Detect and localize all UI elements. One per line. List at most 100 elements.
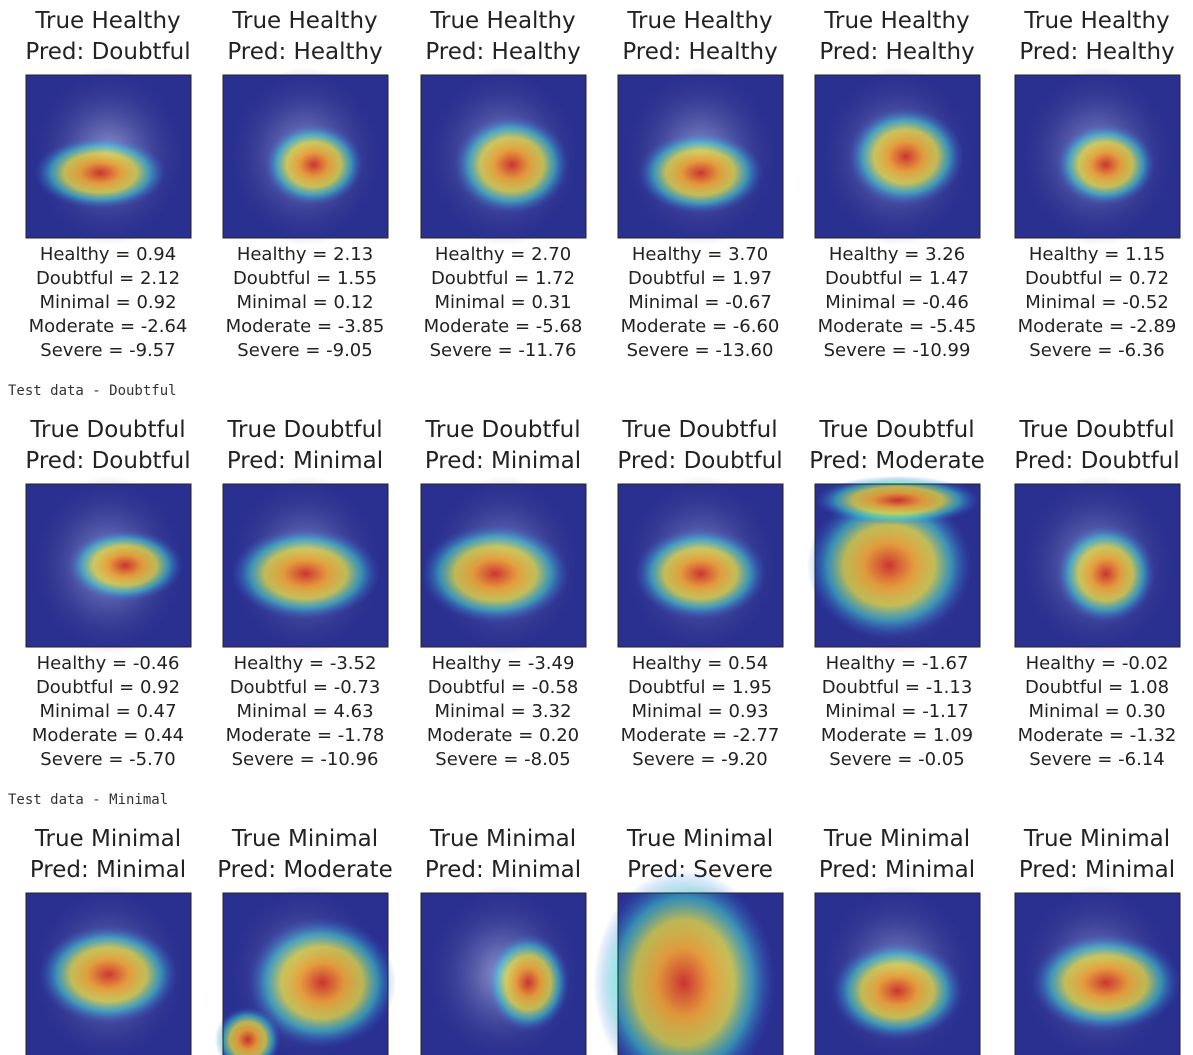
panel-true: True Doubtful bbox=[818, 417, 974, 443]
panel-pred: Pred: Doubtful bbox=[617, 448, 782, 474]
score: Moderate = -1.78 bbox=[226, 725, 385, 746]
score: Moderate = 1.09 bbox=[821, 725, 973, 746]
heat-spot bbox=[421, 525, 570, 623]
panel-true: True Healthy bbox=[823, 8, 969, 34]
score: Healthy = -0.46 bbox=[37, 653, 180, 674]
panel-pred: Pred: Healthy bbox=[227, 39, 382, 65]
score: Severe = -13.60 bbox=[627, 340, 774, 361]
score: Healthy = 3.70 bbox=[632, 244, 768, 265]
heat-spot bbox=[1032, 934, 1181, 1032]
heat-spot bbox=[638, 132, 763, 214]
score: Minimal = -1.17 bbox=[825, 701, 969, 722]
score: Doubtful = -1.13 bbox=[822, 677, 973, 698]
score: Doubtful = 1.08 bbox=[1025, 677, 1169, 698]
score: Minimal = 3.32 bbox=[434, 701, 571, 722]
score: Severe = -0.05 bbox=[829, 749, 964, 770]
panel-true: True Doubtful bbox=[1018, 417, 1174, 443]
score: Healthy = -3.49 bbox=[432, 653, 575, 674]
heat-spot bbox=[34, 137, 166, 209]
score: Moderate = -5.68 bbox=[424, 316, 583, 337]
panel-pred: Pred: Moderate bbox=[217, 857, 393, 883]
score: Minimal = 0.93 bbox=[631, 701, 768, 722]
score: Moderate = -5.45 bbox=[818, 316, 977, 337]
heat-spot bbox=[848, 108, 964, 206]
score: Severe = -6.14 bbox=[1029, 749, 1164, 770]
heat-spot bbox=[264, 124, 363, 206]
score: Doubtful = 1.55 bbox=[233, 268, 377, 289]
score: Severe = -8.05 bbox=[435, 749, 570, 770]
score: Doubtful = 0.92 bbox=[36, 677, 180, 698]
panel-pred: Pred: Healthy bbox=[425, 39, 580, 65]
panel-true: True Doubtful bbox=[424, 417, 580, 443]
heat-spot bbox=[454, 116, 570, 214]
score: Healthy = 2.13 bbox=[237, 244, 373, 265]
panel-true: True Doubtful bbox=[226, 417, 382, 443]
page: True HealthyPred: DoubtfulHealthy = 0.94… bbox=[0, 0, 1193, 1055]
score: Healthy = 3.26 bbox=[829, 244, 965, 265]
panel-pred: Pred: Healthy bbox=[622, 39, 777, 65]
figure: True HealthyPred: DoubtfulHealthy = 0.94… bbox=[0, 0, 1193, 1055]
score: Moderate = -2.89 bbox=[1018, 316, 1177, 337]
heat-spot bbox=[1056, 124, 1155, 206]
score: Minimal = -0.46 bbox=[825, 292, 969, 313]
panel-pred: Pred: Minimal bbox=[425, 857, 581, 883]
score: Doubtful = 2.12 bbox=[36, 268, 180, 289]
score: Minimal = 0.47 bbox=[39, 701, 176, 722]
score: Minimal = 0.92 bbox=[39, 292, 176, 313]
score: Healthy = -0.02 bbox=[1026, 653, 1169, 674]
score: Severe = -9.20 bbox=[632, 749, 767, 770]
panel-true: True Minimal bbox=[231, 826, 378, 852]
panel-pred: Pred: Minimal bbox=[227, 448, 383, 474]
heat-spot bbox=[832, 942, 964, 1040]
heat-spot bbox=[39, 926, 178, 1024]
heat-spot bbox=[815, 476, 980, 525]
score: Severe = -9.57 bbox=[40, 340, 175, 361]
score: Minimal = -0.52 bbox=[1025, 292, 1169, 313]
panel-true: True Healthy bbox=[1023, 8, 1169, 34]
panel-pred: Pred: Minimal bbox=[1019, 857, 1175, 883]
score: Doubtful = -0.73 bbox=[230, 677, 381, 698]
panel-pred: Pred: Moderate bbox=[809, 448, 985, 474]
score: Healthy = 1.15 bbox=[1029, 244, 1165, 265]
score: Severe = -9.05 bbox=[237, 340, 372, 361]
section-label: Test data - Doubtful bbox=[8, 383, 177, 399]
panel-true: True Doubtful bbox=[29, 417, 185, 443]
score: Minimal = 4.63 bbox=[236, 701, 373, 722]
score: Doubtful = 1.47 bbox=[825, 268, 969, 289]
panel-pred: Pred: Minimal bbox=[425, 448, 581, 474]
panel-true: True Healthy bbox=[34, 8, 180, 34]
score: Moderate = -1.32 bbox=[1018, 725, 1177, 746]
score: Healthy = -1.67 bbox=[826, 653, 969, 674]
score: Moderate = -6.60 bbox=[621, 316, 780, 337]
score: Minimal = 0.30 bbox=[1028, 701, 1165, 722]
score: Minimal = 0.12 bbox=[236, 292, 373, 313]
panel-true: True Healthy bbox=[626, 8, 772, 34]
panel-true: True Minimal bbox=[626, 826, 773, 852]
score: Moderate = 0.44 bbox=[32, 725, 184, 746]
panel-true: True Healthy bbox=[429, 8, 575, 34]
score: Doubtful = 1.72 bbox=[431, 268, 575, 289]
score: Moderate = -2.77 bbox=[621, 725, 780, 746]
score: Doubtful = 1.97 bbox=[628, 268, 772, 289]
panel-pred: Pred: Minimal bbox=[30, 857, 186, 883]
panel-pred: Pred: Healthy bbox=[819, 39, 974, 65]
heat-spot bbox=[1056, 525, 1155, 623]
score: Doubtful = 0.72 bbox=[1025, 268, 1169, 289]
score: Severe = -11.76 bbox=[430, 340, 577, 361]
score: Healthy = 2.70 bbox=[435, 244, 571, 265]
panel-true: True Minimal bbox=[429, 826, 576, 852]
panel-pred: Pred: Doubtful bbox=[1014, 448, 1179, 474]
panel-true: True Minimal bbox=[1023, 826, 1170, 852]
panel-true: True Healthy bbox=[231, 8, 377, 34]
score: Severe = -10.96 bbox=[232, 749, 379, 770]
score: Doubtful = 1.95 bbox=[628, 677, 772, 698]
score: Minimal = 0.31 bbox=[434, 292, 571, 313]
score: Healthy = 0.54 bbox=[632, 653, 768, 674]
panel-pred: Pred: Minimal bbox=[819, 857, 975, 883]
heat-spot bbox=[635, 528, 767, 619]
score: Severe = -5.70 bbox=[40, 749, 175, 770]
heat-spot bbox=[67, 530, 183, 602]
panel-true: True Doubtful bbox=[621, 417, 777, 443]
score: Minimal = -0.67 bbox=[628, 292, 772, 313]
heat-spot bbox=[231, 528, 380, 619]
